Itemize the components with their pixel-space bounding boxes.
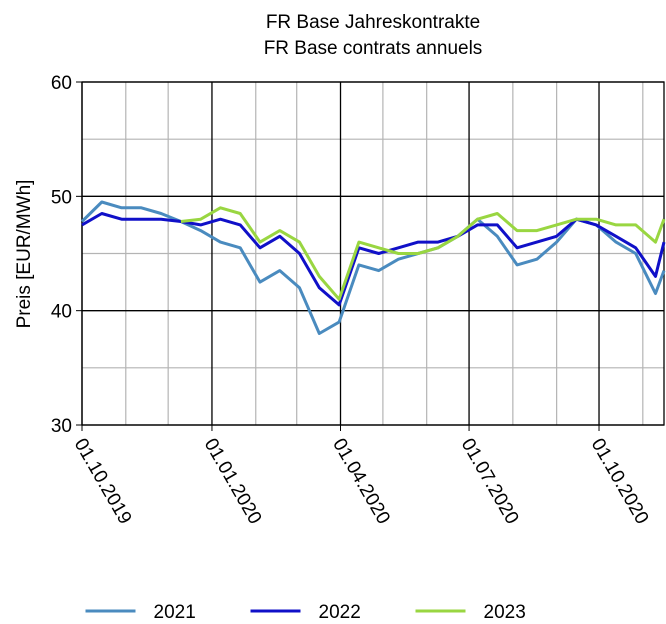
chart-subtitle: FR Base contrats annuels [264,38,483,59]
chart-title: FR Base Jahreskontrakte [266,12,480,33]
series-line [180,206,666,301]
series-line [80,200,666,335]
x-tick-label: 01.01.2020 [200,435,266,528]
y-tick-label: 50 [51,187,72,208]
legend-label: 2021 [154,602,196,623]
y-tick-label: 60 [51,73,72,94]
x-tick-label: 01.07.2020 [457,435,523,528]
x-tick-label: 01.10.2020 [587,435,653,528]
y-tick-label: 30 [51,416,72,437]
legend-label: 2022 [319,602,361,623]
x-tick-label: 01.10.2019 [70,435,136,528]
plot-frame [81,81,665,426]
y-axis-label: Preis [EUR/MWh] [14,180,35,329]
y-tick-label: 40 [51,302,72,323]
legend-label: 2023 [484,602,526,623]
x-tick-label: 01.04.2020 [328,435,394,528]
series-line [81,212,666,307]
